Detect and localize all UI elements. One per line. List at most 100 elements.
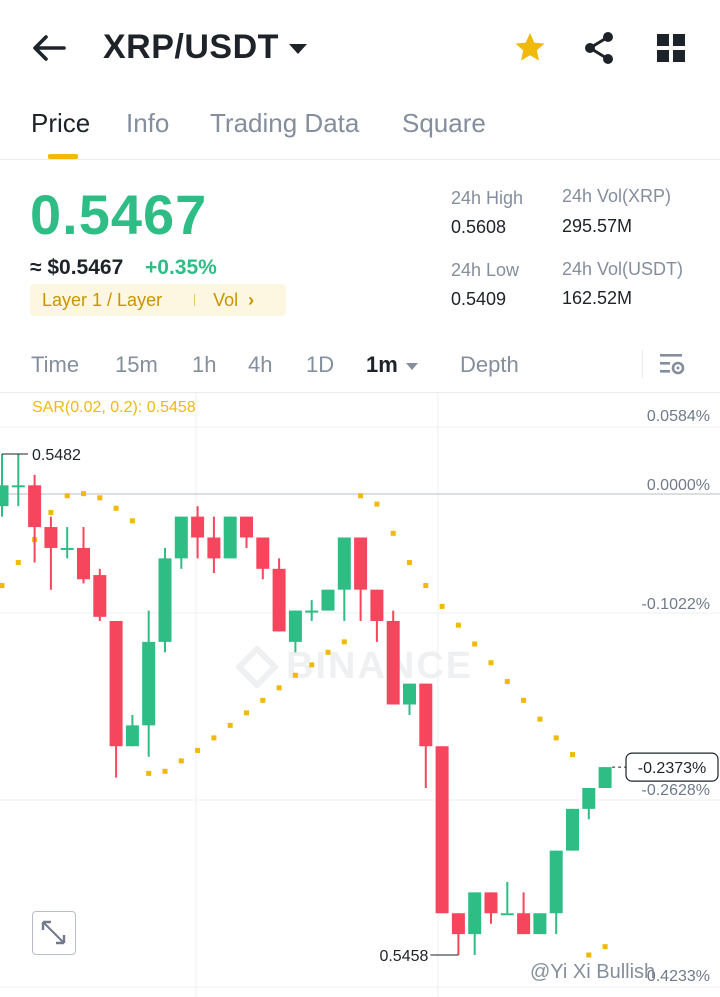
candle-body	[109, 621, 123, 747]
candle-body	[386, 621, 400, 705]
tab-square[interactable]: Square	[402, 108, 486, 138]
sar-dot	[146, 770, 152, 776]
candlestick-chart[interactable]: 0.0584% 0.0000% -0.1022% -0.2628% 0.5482 0.54…	[0, 393, 720, 997]
candle-body	[468, 892, 482, 935]
low-label: 24h Low	[451, 260, 520, 280]
interval-4h[interactable]: 4h	[248, 352, 273, 377]
header: XRP/USDT	[0, 0, 720, 98]
candle-body	[566, 808, 579, 851]
last-price: 0.5467	[30, 183, 208, 246]
candle-body	[484, 892, 498, 914]
grid-icon[interactable]	[653, 30, 689, 66]
current-price-tag	[625, 752, 719, 782]
candle-body	[272, 568, 286, 632]
vol-base-label: 24h Vol(XRP)	[562, 186, 672, 206]
sar-indicator-label: SAR(0.02, 0.2): 0.5458	[32, 399, 196, 416]
star-icon[interactable]	[512, 30, 548, 66]
sar-dot	[211, 735, 217, 741]
candle-body	[321, 589, 335, 611]
candle-body	[354, 537, 368, 590]
interval-depth[interactable]: Depth	[460, 352, 519, 377]
sar-dot	[390, 530, 396, 536]
candle-body	[533, 913, 547, 935]
interval-time[interactable]: Time	[31, 352, 80, 377]
sar-dot	[586, 952, 592, 958]
sar-dot	[244, 710, 249, 716]
sar-dot	[341, 639, 347, 645]
category-tag-label: Layer 1 / Layer	[42, 289, 163, 310]
sar-dot	[521, 697, 527, 703]
sar-dot	[64, 493, 70, 499]
sar-dot	[0, 583, 5, 589]
candle-body	[28, 485, 42, 528]
candle-body	[207, 537, 221, 559]
candle-body	[419, 683, 433, 747]
sar-dot	[97, 495, 103, 501]
price-summary: 0.5467 ≈ $0.5467 +0.35% Layer 1 / Layer …	[0, 160, 720, 330]
candle-body	[549, 850, 563, 914]
sar-dot	[276, 685, 282, 691]
interval-divider	[642, 350, 643, 378]
interval-1h[interactable]: 1h	[192, 352, 217, 377]
price-chart[interactable]: BINANCE 0.0584% 0.0000% -0.1022% -0.2628% 0.…	[0, 392, 720, 997]
interval-1d[interactable]: 1D	[306, 352, 335, 377]
tab-trading-data[interactable]: Trading Data	[210, 108, 360, 138]
sar-dot	[374, 501, 380, 507]
fiat-price: ≈ $0.5467	[30, 256, 124, 279]
chevron-down-icon	[288, 43, 307, 54]
interval-1m[interactable]: 1m	[366, 352, 418, 378]
candle-body	[435, 746, 449, 914]
axis-label: 0.0584%	[647, 408, 710, 425]
candle-body	[174, 516, 188, 559]
sar-dot	[358, 493, 364, 499]
candle-body	[125, 725, 139, 747]
sar-dot	[81, 491, 86, 497]
low-value: 0.5409	[451, 289, 507, 309]
share-icon[interactable]	[582, 30, 618, 66]
candle-body	[158, 558, 172, 642]
candle-body	[191, 516, 205, 538]
vol-base-value: 295.57M	[562, 216, 633, 236]
sar-dot	[504, 679, 510, 685]
sar-dot	[113, 505, 119, 511]
chevron-right-icon: ›	[248, 289, 255, 310]
high-label: 24h High	[451, 188, 524, 208]
sar-dot	[407, 560, 412, 566]
watermark-text: BINANCE	[286, 645, 474, 687]
sar-dot	[260, 697, 266, 703]
vol-quote-label: 24h Vol(USDT)	[562, 259, 684, 279]
pair-selector[interactable]: XRP/USDT	[103, 28, 307, 67]
axis-label: 0.0000%	[647, 477, 710, 494]
chart-settings-icon[interactable]	[658, 350, 686, 378]
axis-label: -0.2628%	[642, 782, 711, 799]
candle-body	[77, 547, 90, 580]
candle-body	[0, 485, 9, 507]
watermark: BINANCE	[236, 645, 473, 688]
sar-dot	[537, 716, 543, 722]
sar-dot	[309, 662, 315, 668]
author-credit: @Yi Xi Bullish	[530, 961, 656, 983]
candle-body	[598, 767, 612, 788]
pair-title: XRP/USDT	[103, 28, 279, 66]
axis-label-partial: 0.4233%	[647, 968, 710, 985]
category-tag[interactable]: Layer 1 / Layer Vol ›	[30, 284, 286, 316]
vol-link[interactable]: Vol	[213, 289, 239, 310]
sar-dot	[602, 944, 608, 950]
expand-icon[interactable]	[32, 911, 76, 955]
back-arrow-icon[interactable]	[30, 30, 70, 70]
sar-dot	[48, 509, 54, 515]
candle-body	[44, 527, 58, 548]
sar-dot	[439, 603, 445, 609]
axis-label: -0.1022%	[642, 596, 711, 613]
tab-price[interactable]: Price	[31, 108, 91, 138]
candle-body	[11, 485, 25, 488]
candle-body	[223, 516, 237, 559]
tab-info[interactable]: Info	[126, 108, 170, 138]
candle-body	[142, 641, 156, 726]
interval-1m-label: 1m	[366, 352, 398, 377]
candle-body	[337, 537, 351, 590]
candle-body	[451, 913, 465, 935]
interval-15m[interactable]: 15m	[115, 352, 158, 377]
interval-bar: Time 15m 1h 4h 1D 1m Depth	[0, 340, 720, 390]
candle-body	[93, 575, 107, 617]
